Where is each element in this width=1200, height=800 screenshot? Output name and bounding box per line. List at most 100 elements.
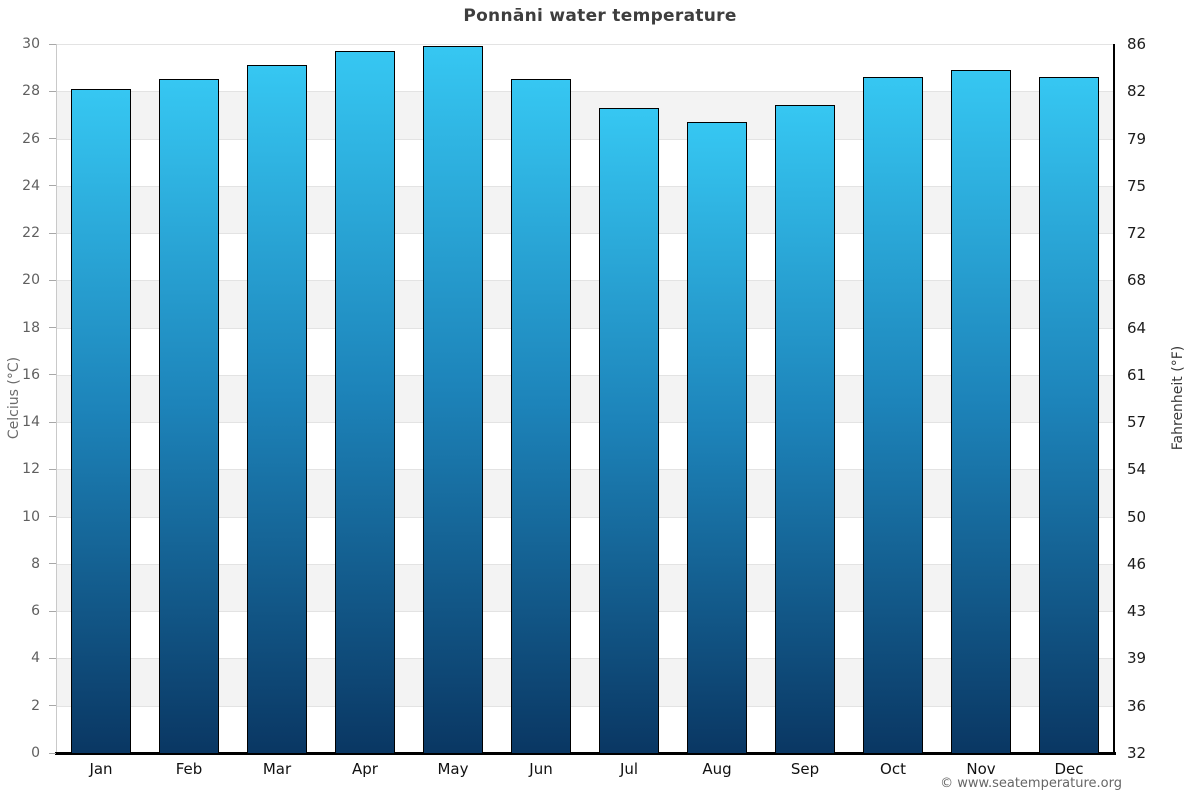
x-tick-label-apr: Apr: [352, 760, 378, 778]
y-tick-mark: [49, 327, 56, 329]
x-tick-label-sep: Sep: [790, 760, 820, 778]
gridline: [57, 374, 1113, 376]
y-tick-label-celsius: 2: [31, 697, 40, 714]
bar-nov[interactable]: [951, 70, 1011, 753]
bar-jan[interactable]: [71, 88, 131, 753]
plot-band: [57, 327, 1113, 375]
y-tick-label-celsius: 6: [31, 603, 40, 620]
bar-slot: [937, 44, 1025, 753]
y-tick-label-celsius: 28: [22, 83, 40, 100]
y-tick-label-celsius: 0: [31, 745, 40, 761]
gridline: [57, 280, 1113, 282]
gridline: [57, 469, 1113, 471]
x-tick-label-aug: Aug: [702, 760, 732, 778]
plot-band: [57, 185, 1113, 234]
y-tick-mark: [49, 563, 56, 565]
y-tick-label-fahrenheit: 32: [1127, 744, 1147, 762]
y-tick-label-celsius: 18: [22, 319, 40, 336]
y-tick-label-fahrenheit: 50: [1127, 507, 1147, 526]
bar-apr[interactable]: [335, 51, 395, 753]
bar-slot: [409, 44, 497, 753]
y-tick-label-celsius: 26: [22, 130, 40, 147]
y-axis-line-left: [56, 44, 57, 753]
gridline: [57, 91, 1113, 93]
y-tick-label-fahrenheit: 46: [1127, 554, 1147, 573]
bar-slot: [849, 44, 937, 753]
bar-slot: [145, 44, 233, 753]
y-axis-label-celsius: Celcius (°C): [6, 356, 22, 440]
y-tick-mark: [49, 279, 56, 281]
bar-slot: [585, 44, 673, 753]
x-tick-label-jul: Jul: [619, 760, 639, 778]
plot-band: [57, 611, 1113, 659]
gridline: [57, 422, 1113, 424]
bar-slot: [1025, 44, 1113, 753]
bars-row: [57, 44, 1113, 753]
y-tick-mark: [49, 374, 56, 376]
y-tick-mark: [49, 516, 56, 518]
y-tick-label-celsius: 30: [22, 36, 40, 52]
gridline: [57, 185, 1113, 187]
bar-feb[interactable]: [159, 79, 219, 753]
bar-slot: [673, 44, 761, 753]
gridline: [57, 611, 1113, 613]
y-tick-label-fahrenheit: 86: [1127, 35, 1147, 53]
x-axis-labels: Jan Feb Mar Apr May Jun Jul Aug Sep Oct Nov Dec: [57, 760, 1113, 778]
plot-band: [57, 374, 1113, 423]
gridline: [57, 327, 1113, 329]
bar-may[interactable]: [423, 46, 483, 753]
y-tick-mark: [49, 752, 56, 754]
y-axis-fahrenheit-ticks: 32 36 39 43 46 50 54 57 61 64 68 72 75 79 82 86: [1115, 35, 1200, 762]
y-tick-mark: [49, 421, 56, 423]
y-tick-label-fahrenheit: 57: [1127, 413, 1147, 432]
gridline: [57, 705, 1113, 707]
gridline: [57, 44, 1113, 45]
x-tick-label-nov: Nov: [966, 760, 996, 778]
y-tick-label-celsius: 4: [31, 650, 40, 667]
plot-area: [57, 44, 1113, 753]
x-tick-label-jun: Jun: [529, 760, 553, 778]
y-tick-label-celsius: 16: [22, 366, 40, 383]
bar-jul[interactable]: [599, 107, 659, 753]
plot-band: [57, 516, 1113, 564]
bar-oct[interactable]: [863, 77, 923, 753]
y-axis-label-fahrenheit: Fahrenheit (°F): [1170, 345, 1186, 451]
plot-band: [57, 422, 1113, 470]
bar-sep[interactable]: [775, 105, 835, 753]
y-tick-mark: [49, 138, 56, 140]
x-tick-label-oct: Oct: [880, 760, 906, 778]
y-tick-mark: [49, 90, 56, 92]
plot-band: [57, 44, 1113, 92]
y-tick-label-fahrenheit: 75: [1127, 176, 1147, 195]
y-tick-label-celsius: 8: [31, 555, 40, 572]
y-tick-label-fahrenheit: 54: [1127, 460, 1147, 479]
y-tick-label-celsius: 12: [22, 461, 40, 478]
y-tick-mark: [49, 610, 56, 612]
x-tick-label-feb: Feb: [175, 760, 203, 778]
bar-dec[interactable]: [1039, 77, 1099, 753]
y-tick-label-celsius: 14: [22, 414, 40, 431]
plot-band: [57, 469, 1113, 517]
y-tick-label-fahrenheit: 79: [1127, 129, 1147, 148]
plot-band: [57, 280, 1113, 328]
plot-band: [57, 705, 1113, 753]
gridline: [57, 233, 1113, 235]
x-tick-label-jan: Jan: [89, 760, 113, 778]
y-tick-mark: [49, 43, 56, 45]
plot-band: [57, 233, 1113, 281]
y-tick-label-fahrenheit: 61: [1127, 365, 1147, 384]
y-tick-label-fahrenheit: 36: [1127, 696, 1147, 715]
y-tick-label-fahrenheit: 43: [1127, 602, 1147, 621]
y-axis-celsius-ticks: 0 2 4 6 8 10 12 14 16 18 20 22 24 26 28 30: [0, 36, 56, 761]
y-tick-label-celsius: 20: [22, 272, 40, 289]
gridline: [57, 138, 1113, 140]
gridline: [57, 563, 1113, 565]
plot-band: [57, 563, 1113, 612]
bar-aug[interactable]: [687, 122, 747, 753]
gridline: [57, 516, 1113, 518]
y-tick-label-fahrenheit: 72: [1127, 224, 1147, 243]
y-tick-mark: [49, 468, 56, 470]
bar-mar[interactable]: [247, 65, 307, 753]
bar-jun[interactable]: [511, 79, 571, 753]
